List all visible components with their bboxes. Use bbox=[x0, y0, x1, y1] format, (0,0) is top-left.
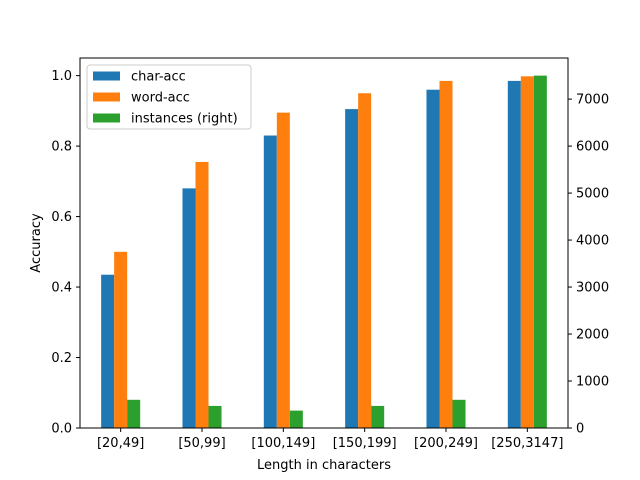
bar-instances-right--1 bbox=[208, 405, 222, 428]
bar-instances-right--2 bbox=[289, 410, 303, 428]
bar-char-acc-5 bbox=[507, 80, 521, 429]
bar-char-acc-4 bbox=[426, 89, 440, 428]
bar-char-acc-1 bbox=[182, 188, 196, 428]
y-tick-label: 0.4 bbox=[51, 281, 72, 296]
bar-instances-right--4 bbox=[452, 399, 466, 428]
legend-swatch bbox=[93, 71, 120, 81]
y-axis-label: Accuracy bbox=[29, 213, 44, 273]
legend: char-acc word-acc instances (right) bbox=[86, 64, 252, 130]
y-tick-label: 0.2 bbox=[51, 351, 72, 366]
legend-label: word-acc bbox=[131, 91, 190, 106]
bar-char-acc-2 bbox=[263, 135, 277, 428]
bar-word-acc-2 bbox=[276, 112, 290, 428]
y2-tick-label: 4000 bbox=[576, 234, 609, 249]
y-tick-label: 0.8 bbox=[51, 140, 72, 155]
y2-tick-label: 7000 bbox=[576, 93, 609, 108]
y-axis-right: 0 1000 2000 3000 4000 5000 6000 7000 bbox=[568, 93, 609, 437]
x-tick-label: [200,249] bbox=[414, 436, 478, 451]
x-tick-label: [50,99] bbox=[178, 436, 225, 451]
y-tick-label: 1.0 bbox=[51, 69, 72, 84]
legend-swatch bbox=[93, 113, 120, 123]
bar-char-acc-0 bbox=[101, 274, 115, 428]
bar-word-acc-1 bbox=[195, 161, 209, 428]
y2-tick-label: 5000 bbox=[576, 187, 609, 202]
bar-instances-right--0 bbox=[127, 399, 141, 428]
x-axis: [20,49] [50,99] [100,149] [150,199] [200,249… bbox=[97, 428, 563, 451]
bar-word-acc-5 bbox=[520, 76, 534, 429]
bar-char-acc-3 bbox=[345, 109, 359, 428]
y-tick-label: 0.0 bbox=[51, 422, 72, 437]
y-tick-label: 0.6 bbox=[51, 210, 72, 225]
x-axis-label: Length in characters bbox=[257, 458, 391, 473]
bar-instances-right--5 bbox=[533, 75, 547, 428]
bar-word-acc-3 bbox=[358, 93, 372, 428]
legend-swatch bbox=[93, 92, 120, 102]
bar-word-acc-4 bbox=[439, 80, 453, 429]
y-axis-left: 0.0 0.2 0.4 0.6 0.8 1.0 bbox=[51, 69, 80, 437]
legend-box bbox=[86, 64, 252, 130]
bar-word-acc-0 bbox=[114, 251, 128, 428]
y2-tick-label: 1000 bbox=[576, 375, 609, 390]
legend-label: char-acc bbox=[131, 70, 186, 85]
y2-tick-label: 2000 bbox=[576, 328, 609, 343]
legend-label: instances (right) bbox=[131, 112, 238, 127]
x-tick-label: [150,199] bbox=[333, 436, 397, 451]
y2-tick-label: 0 bbox=[576, 422, 584, 437]
y2-tick-label: 6000 bbox=[576, 140, 609, 155]
plot-frame bbox=[79, 57, 569, 429]
y2-tick-label: 3000 bbox=[576, 281, 609, 296]
bars-layer bbox=[101, 75, 547, 429]
bar-instances-right--3 bbox=[371, 405, 385, 428]
x-tick-label: [20,49] bbox=[97, 436, 144, 451]
x-tick-label: [100,149] bbox=[251, 436, 315, 451]
x-tick-label: [250,3147] bbox=[491, 436, 563, 451]
